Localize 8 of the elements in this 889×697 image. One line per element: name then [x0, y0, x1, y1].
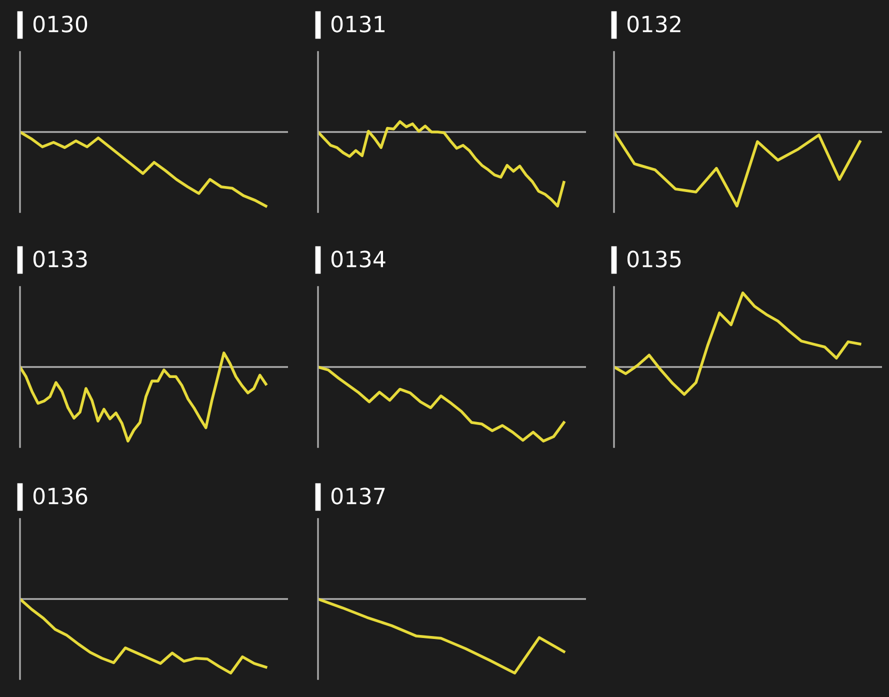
chart-title: 0134 — [331, 250, 386, 268]
chart-title: 0132 — [627, 16, 680, 32]
chart-title: 0137 — [331, 488, 385, 504]
chart-title: 0131 — [331, 16, 384, 32]
chart-title: 0130 — [33, 16, 88, 32]
chart-title: 0135 — [627, 250, 681, 268]
chart-title: 0133 — [33, 250, 87, 268]
chart-title: 0136 — [33, 488, 88, 504]
